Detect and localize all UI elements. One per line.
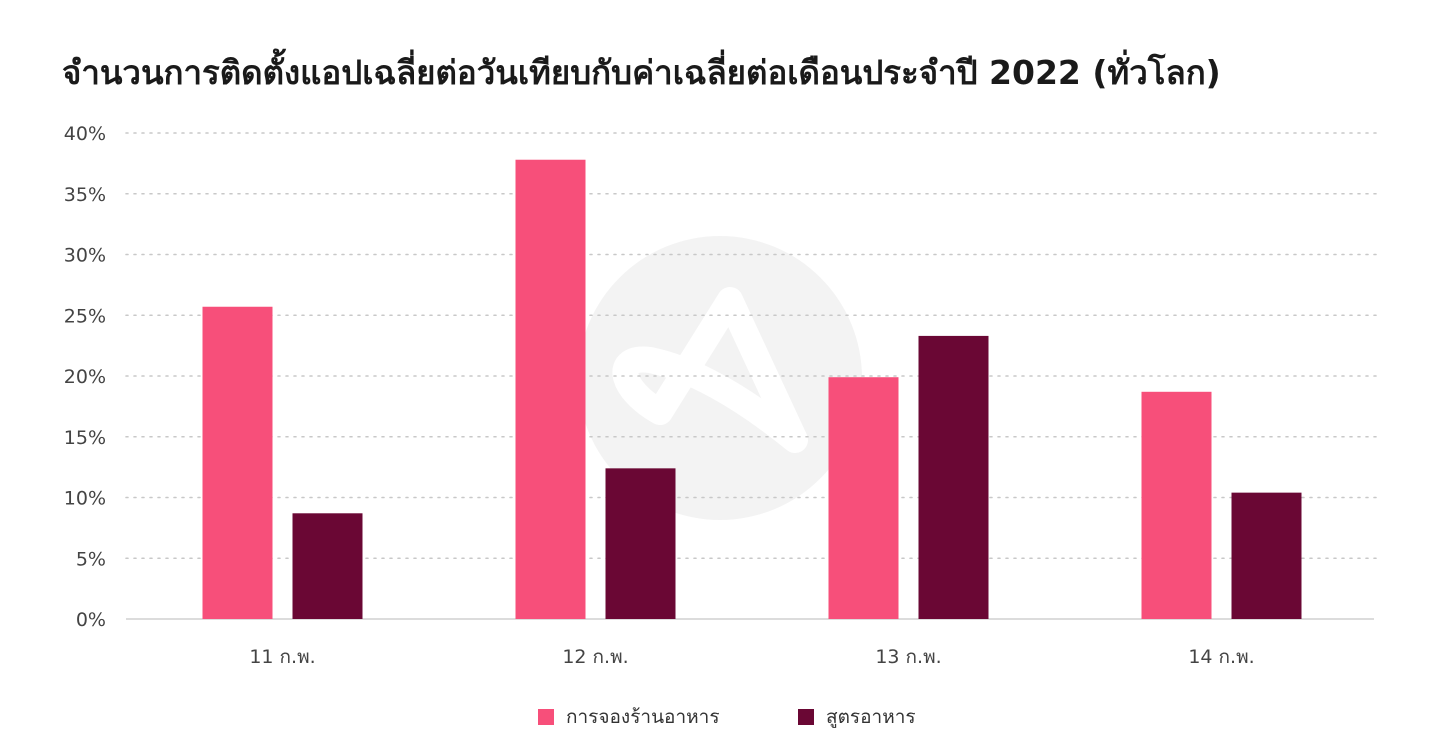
- x-axis: 11 ก.พ. 12 ก.พ. 13 ก.พ. 14 ก.พ.: [249, 646, 1254, 668]
- bar-recipes: [918, 335, 989, 619]
- y-tick-label: 35%: [64, 184, 106, 206]
- legend-label: สูตรอาหาร: [826, 706, 916, 728]
- y-tick-label: 25%: [64, 305, 106, 327]
- y-tick-label: 30%: [64, 245, 106, 267]
- bar-restaurant-booking: [515, 159, 586, 620]
- legend-swatch: [538, 709, 554, 725]
- bars: [202, 159, 1302, 620]
- legend-item-recipes: สูตรอาหาร: [798, 702, 916, 732]
- bar-recipes: [605, 468, 676, 619]
- bar-restaurant-booking: [202, 306, 273, 619]
- bar-restaurant-booking: [828, 377, 899, 619]
- legend-item-restaurant-booking: การจองร้านอาหาร: [538, 702, 720, 732]
- legend-swatch: [798, 709, 814, 725]
- bar-chart: 0% 5% 10% 15% 20% 25% 30% 35% 40% 11 ก.พ. 12 ก.พ.…: [64, 123, 1379, 668]
- x-tick-label: 14 ก.พ.: [1188, 646, 1254, 668]
- legend-label: การจองร้านอาหาร: [566, 706, 720, 728]
- y-tick-label: 15%: [64, 427, 106, 449]
- y-tick-label: 10%: [64, 488, 106, 510]
- x-tick-label: 11 ก.พ.: [249, 646, 315, 668]
- bar-recipes: [1231, 492, 1302, 619]
- x-tick-label: 12 ก.พ.: [562, 646, 628, 668]
- y-tick-label: 40%: [64, 123, 106, 145]
- watermark-logo: [578, 236, 862, 520]
- y-tick-label: 5%: [76, 548, 106, 570]
- x-tick-label: 13 ก.พ.: [875, 646, 941, 668]
- y-tick-label: 20%: [64, 366, 106, 388]
- y-axis: 0% 5% 10% 15% 20% 25% 30% 35% 40%: [64, 123, 106, 631]
- bar-recipes: [292, 513, 363, 619]
- bar-restaurant-booking: [1141, 391, 1212, 619]
- chart-title: จำนวนการติดตั้งแอปเฉลี่ยต่อวันเทียบกับค่…: [62, 53, 1221, 92]
- y-tick-label: 0%: [76, 609, 106, 631]
- legend: การจองร้านอาหาร สูตรอาหาร: [0, 702, 1440, 732]
